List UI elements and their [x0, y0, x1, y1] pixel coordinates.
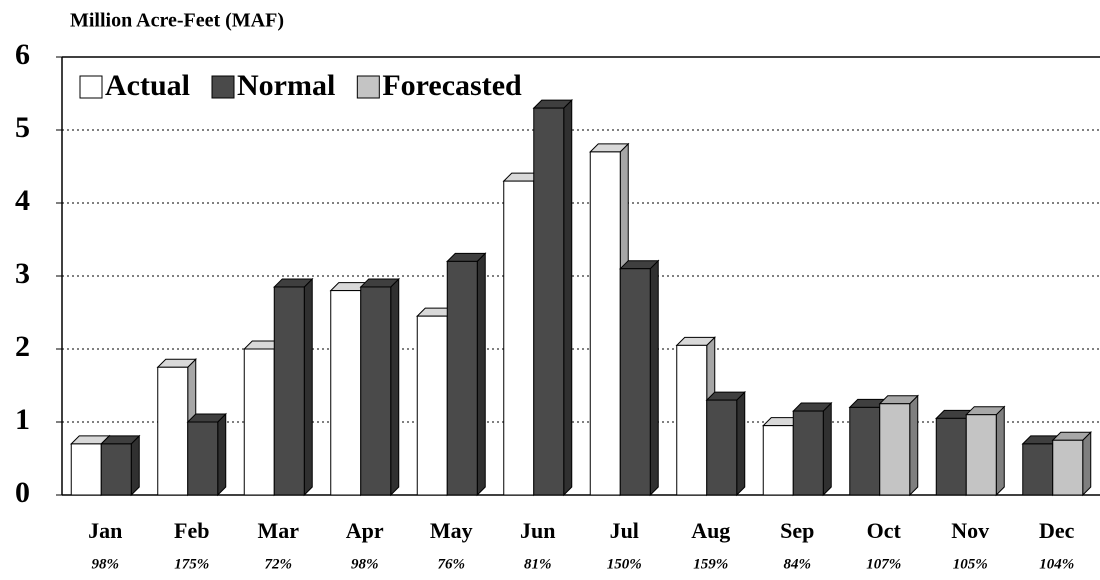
x-tick-label: Oct — [867, 518, 902, 543]
legend-label: Actual — [105, 69, 190, 102]
bar-side — [217, 412, 227, 497]
y-tick-label: 0 — [15, 476, 30, 509]
y-tick-label: 3 — [15, 257, 30, 290]
category-note: 150% — [607, 556, 642, 572]
bar — [935, 417, 967, 496]
bar — [619, 268, 651, 496]
bar — [157, 366, 189, 496]
bar-side — [130, 434, 140, 497]
bar — [676, 344, 708, 496]
x-tick-label: May — [430, 518, 473, 543]
bar — [243, 348, 275, 496]
bar — [762, 425, 794, 496]
bar-side — [563, 98, 573, 497]
category-note: 98% — [351, 556, 379, 572]
bar-side — [649, 259, 659, 497]
bar — [446, 260, 478, 496]
bar — [100, 443, 132, 496]
bar — [879, 403, 911, 496]
bar — [965, 414, 997, 496]
x-tick-label: Feb — [174, 518, 209, 543]
bar — [273, 286, 305, 496]
bar — [330, 290, 362, 496]
x-tick-label: Mar — [257, 518, 299, 543]
legend-label: Normal — [237, 69, 335, 102]
bar — [187, 421, 219, 496]
bar — [1022, 443, 1054, 496]
bar-side — [736, 390, 746, 497]
bar-side — [1082, 431, 1092, 497]
x-tick-label: Nov — [951, 518, 989, 543]
bar — [589, 151, 621, 496]
bar-side — [909, 394, 919, 497]
x-tick-label: Apr — [346, 518, 384, 543]
category-note: 98% — [92, 556, 120, 572]
x-tick-label: Jan — [88, 518, 122, 543]
bar — [70, 443, 102, 496]
bar — [503, 180, 535, 496]
y-tick-label: 2 — [15, 330, 30, 363]
bar-side — [303, 277, 313, 497]
legend-swatch — [211, 75, 235, 99]
legend-label: Forecasted — [382, 69, 522, 102]
x-tick-label: Dec — [1039, 518, 1075, 543]
legend-swatch — [79, 75, 103, 99]
bar — [360, 286, 392, 496]
bar — [1052, 439, 1084, 496]
chart-title: Million Acre-Feet (MAF) — [70, 10, 284, 32]
category-note: 104% — [1039, 556, 1074, 572]
bar-side — [822, 401, 832, 497]
y-tick-label: 1 — [15, 403, 30, 436]
x-tick-label: Aug — [691, 518, 730, 543]
x-tick-label: Sep — [780, 518, 814, 543]
bar — [706, 399, 738, 496]
y-tick-label: 5 — [15, 111, 30, 144]
category-note: 105% — [953, 556, 988, 572]
category-note: 81% — [524, 556, 552, 572]
category-note: 107% — [866, 556, 901, 572]
category-note: 72% — [265, 556, 293, 572]
category-note: 175% — [174, 556, 209, 572]
bar-side — [390, 277, 400, 497]
bar — [533, 107, 565, 496]
category-note: 76% — [438, 556, 466, 572]
y-tick-label: 6 — [15, 38, 30, 71]
bar-side — [476, 252, 486, 497]
category-note: 84% — [784, 556, 812, 572]
bar — [416, 315, 448, 496]
x-tick-label: Jun — [520, 518, 555, 543]
x-tick-label: Jul — [610, 518, 639, 543]
legend-swatch — [356, 75, 380, 99]
bar — [849, 406, 881, 496]
bar — [792, 410, 824, 496]
y-tick-label: 4 — [15, 184, 30, 217]
bar-side — [995, 405, 1005, 497]
category-note: 159% — [693, 556, 728, 572]
